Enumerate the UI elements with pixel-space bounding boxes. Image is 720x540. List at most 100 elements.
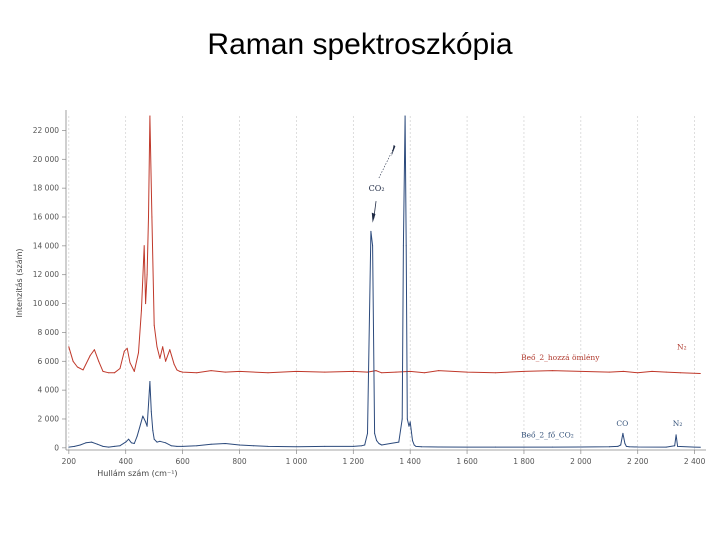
data-point [128,438,130,440]
data-point [406,418,408,420]
data-point [409,421,411,423]
x-tick-label: 200 [62,457,77,466]
data-point [551,370,553,372]
arrowhead-co2-peak [371,212,376,223]
data-point [625,445,627,447]
data-point [129,362,131,364]
data-point [196,372,198,374]
y-tick-label: 6 000 [38,357,60,366]
data-point [367,371,368,373]
data-point [96,443,98,445]
data-point [352,370,354,372]
data-point [361,445,363,447]
data-point [324,371,326,373]
y-tick-label: 18 000 [33,184,59,193]
data-point [138,352,139,354]
x-tick-label: 1 400 [399,457,421,466]
data-point [173,363,175,365]
series-line-red [68,115,701,374]
data-point [82,369,84,371]
y-tick-label: 16 000 [33,212,59,221]
data-point [152,430,154,431]
annotations: Beő_2_hozzá ömlény Beő_2_fő_CO₂ CO₂ N₂ CO N₂ [369,144,687,440]
x-tick-label: 1 800 [513,457,535,466]
data-point [170,445,172,447]
data-point [145,303,147,305]
data-point [179,370,181,372]
data-point [628,446,630,448]
data-point [108,446,110,448]
x-tick-label: 600 [175,457,190,466]
data-point [423,372,425,374]
data-point [113,445,115,447]
data-point [119,368,121,369]
data-point [126,347,128,349]
data-point [622,432,624,434]
data-point [438,370,440,372]
data-point [196,445,198,447]
data-point [239,370,240,372]
data-point [551,446,553,448]
x-tick-label: 1 600 [456,457,478,466]
data-point [224,443,226,444]
data-point [162,346,164,348]
data-point [165,360,167,362]
data-point [267,445,269,447]
data-point [623,370,624,372]
data-point [352,445,354,447]
data-point [495,446,496,448]
annotation-n2-blue: N₂ [673,419,683,428]
data-point [402,245,404,247]
data-point [159,440,161,442]
y-tick-label: 20 000 [33,155,59,164]
data-point [699,373,701,374]
data-point [68,346,70,348]
data-point [253,445,255,447]
data-point [143,245,145,247]
y-tick-label: 2 000 [38,414,60,423]
y-tick-label: 22 000 [33,126,59,135]
data-point [637,372,639,374]
data-point [381,372,383,374]
data-point [165,442,167,444]
data-point [608,371,610,373]
x-tick-label: 2 400 [684,457,706,466]
data-point [139,425,141,427]
data-point [136,435,138,437]
data-point [210,370,212,372]
arrow-second-peak [378,149,394,179]
data-point [79,444,81,446]
data-point [102,370,104,372]
data-point [404,115,406,117]
data-point [674,445,676,447]
data-point [148,216,149,218]
data-point [375,370,377,372]
data-point [665,446,667,448]
data-point [125,441,127,443]
data-point [176,369,178,371]
data-point [140,310,142,312]
data-point [130,442,132,444]
data-point [699,446,701,448]
data-point [108,372,110,374]
x-axis-label: Hullám szám (cm⁻¹) [97,469,177,478]
y-tick-label: 4 000 [38,386,60,395]
data-point [295,370,297,372]
data-point [376,440,378,442]
x-tick-label: 1 200 [343,457,365,466]
data-point [677,445,679,447]
data-point [74,445,75,447]
data-point [675,434,677,436]
data-point [153,324,155,326]
data-point [224,371,226,373]
data-point [374,432,376,434]
data-point [169,349,171,351]
y-tick-label: 8 000 [38,328,60,337]
raman-spectrum-chart: 0 2 000 4 000 6 000 8 000 10 000 12 000 14 000 1… [8,106,716,520]
x-tick-label: 2 000 [570,457,592,466]
data-point [413,444,415,446]
data-point [85,442,87,444]
data-point [651,370,653,372]
data-point [421,446,423,448]
data-point [637,446,639,448]
